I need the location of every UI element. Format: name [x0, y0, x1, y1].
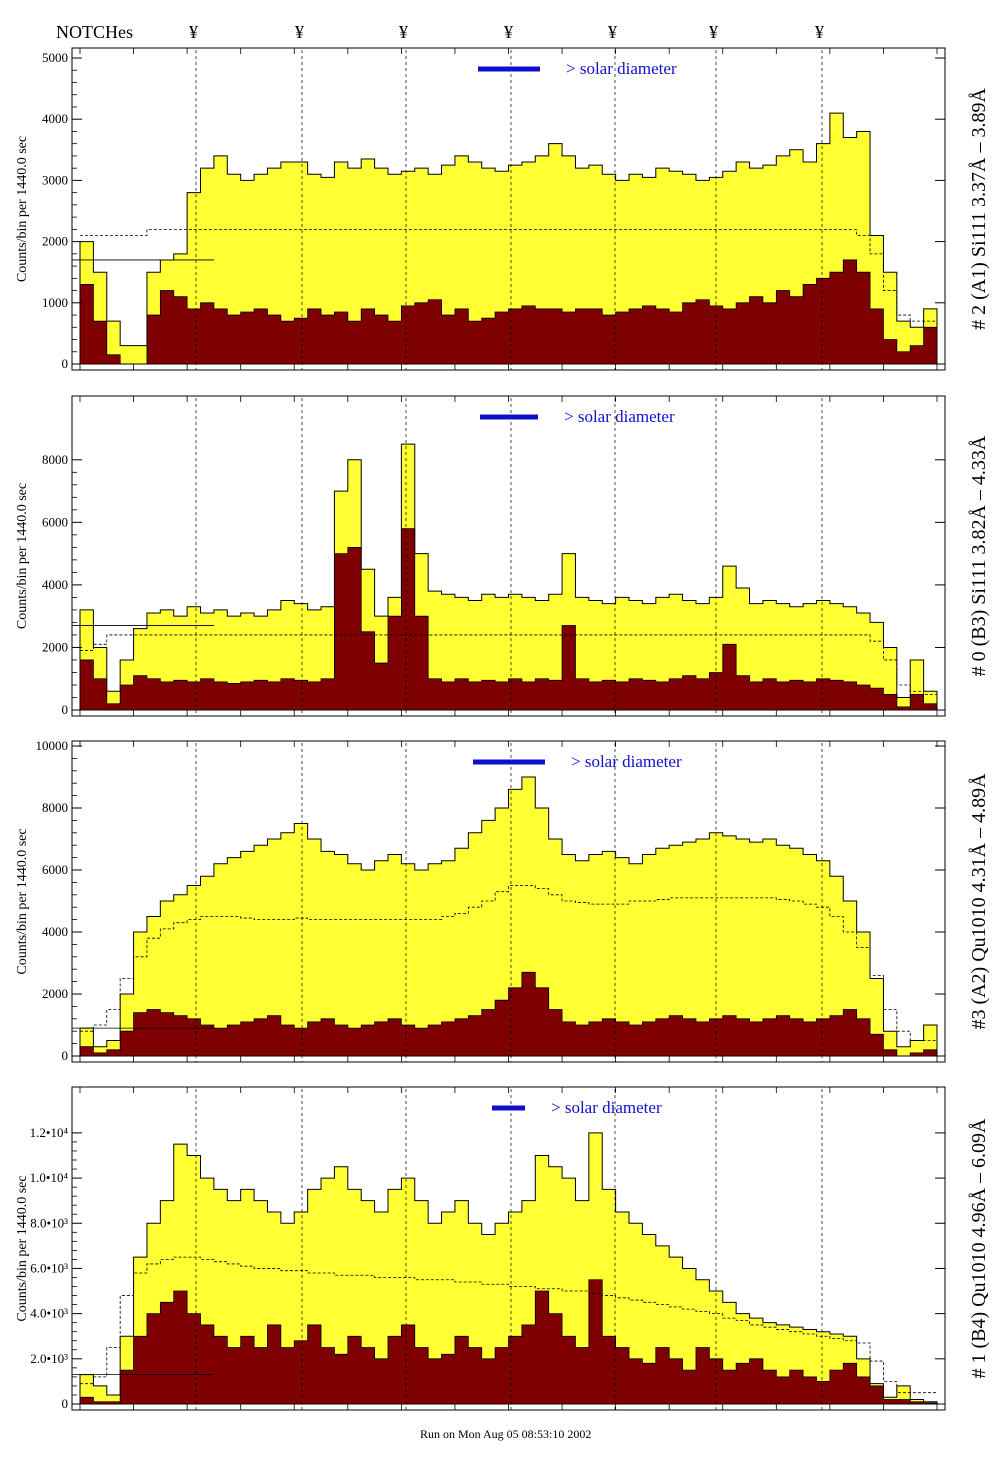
solar-diameter-label: > solar diameter — [551, 1098, 662, 1117]
solar-diameter-label: > solar diameter — [571, 752, 682, 771]
notches-label: NOTCHes — [56, 22, 133, 42]
y-tick-label: 6000 — [42, 862, 68, 877]
panel-title: # 0 (B3) Si111 3.82Å – 4.33Å — [968, 435, 990, 676]
y-axis-label: Counts/bin per 1440.0 sec — [15, 136, 30, 282]
y-tick-label: 10000 — [36, 738, 69, 753]
series-model-line — [80, 885, 937, 1041]
y-tick-label: 8000 — [42, 800, 68, 815]
run-timestamp: Run on Mon Aug 05 08:53:10 2002 — [420, 1427, 591, 1441]
y-tick-label: 2000 — [42, 639, 68, 654]
series-low-area — [79, 528, 938, 711]
panel-3: 0 2000 4000 6000 8000 10000 Counts/bin per 144… — [15, 738, 990, 1063]
notch-marker-6: ¥ — [709, 22, 718, 42]
series-model-line — [80, 634, 937, 695]
y-tick-label: 0 — [62, 356, 69, 371]
y-tick-label: 4000 — [42, 577, 68, 592]
series-total-area — [79, 776, 938, 1057]
y-tick-label: 0 — [62, 702, 69, 717]
panel-title: # 1 (B4) Qu1010 4.96Å – 6.09Å — [968, 1118, 990, 1379]
y-tick-label: 1.2•10⁴ — [30, 1125, 69, 1140]
y-tick-label: 1000 — [42, 295, 68, 310]
panel-2: 0 2000 4000 6000 8000 Counts/bin per 1440.0 s… — [15, 395, 990, 717]
y-tick-label: 2.0•10³ — [30, 1351, 68, 1366]
y-tick-label: 3000 — [42, 172, 68, 187]
panel-4: 0 2.0•10³ 4.0•10³ 6.0•10³ 8.0•10³ 1.0•10⁴ 1.2•… — [15, 1086, 990, 1411]
panel-1: 0 1000 2000 3000 4000 5000 Counts/bin per 1440… — [15, 47, 990, 371]
series-model-line — [80, 228, 937, 322]
notch-marker-2: ¥ — [295, 22, 304, 42]
panels: 0 1000 2000 3000 4000 5000 Counts/bin per 1440… — [15, 47, 990, 1411]
y-tick-label: 4000 — [42, 111, 68, 126]
y-axis-label: Counts/bin per 1440.0 sec — [15, 1175, 30, 1321]
panel-title: # 2 (A1) Si111 3.37Å – 3.89Å — [968, 88, 990, 330]
panel-title: #3 (A2) Qu1010 4.31Å – 4.89Å — [968, 773, 990, 1030]
notch-marker-5: ¥ — [608, 22, 617, 42]
y-tick-label: 0 — [62, 1048, 69, 1063]
series-low-area — [79, 971, 938, 1057]
y-tick-label: 1.0•10⁴ — [30, 1170, 69, 1185]
series-total-area — [79, 112, 938, 365]
solar-diameter-label: > solar diameter — [564, 407, 675, 426]
series-total-area — [79, 443, 938, 711]
y-tick-label: 0 — [62, 1396, 69, 1411]
y-tick-label: 6.0•10³ — [30, 1260, 68, 1275]
notch-marker-4: ¥ — [504, 22, 513, 42]
series-low-area — [79, 259, 938, 365]
series-low-area — [79, 1279, 938, 1405]
solar-diameter-label: > solar diameter — [566, 59, 677, 78]
y-tick-label: 6000 — [42, 514, 68, 529]
y-tick-label: 8.0•10³ — [30, 1215, 68, 1230]
y-tick-label: 4.0•10³ — [30, 1306, 68, 1321]
y-axis-label: Counts/bin per 1440.0 sec — [15, 828, 30, 974]
notch-markers: ¥ ¥ ¥ ¥ ¥ ¥ ¥ — [189, 22, 824, 42]
y-tick-label: 5000 — [42, 50, 68, 65]
notch-marker-3: ¥ — [399, 22, 408, 42]
y-axis-label: Counts/bin per 1440.0 sec — [15, 483, 30, 629]
series-total-area — [79, 1132, 938, 1405]
y-tick-label: 2000 — [42, 234, 68, 249]
y-tick-label: 2000 — [42, 986, 68, 1001]
notch-marker-1: ¥ — [189, 22, 198, 42]
y-tick-label: 4000 — [42, 924, 68, 939]
y-tick-label: 8000 — [42, 452, 68, 467]
header: NOTCHes ¥ ¥ ¥ ¥ ¥ ¥ ¥ — [56, 22, 824, 42]
notch-marker-7: ¥ — [815, 22, 824, 42]
